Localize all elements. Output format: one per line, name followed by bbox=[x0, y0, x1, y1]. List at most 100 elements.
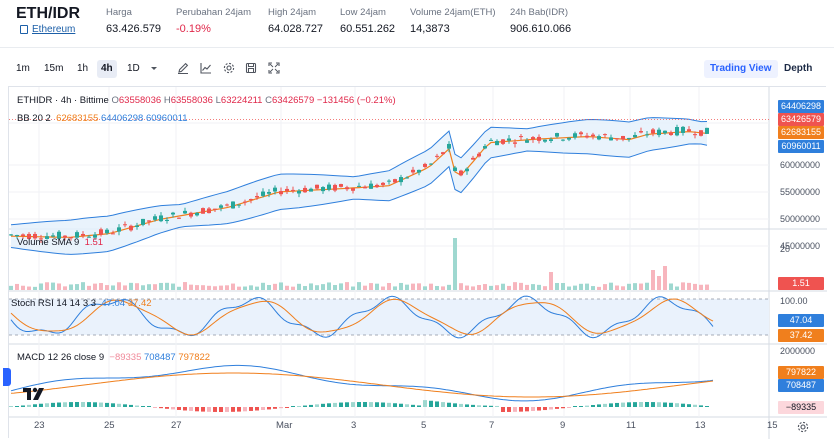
volume-bar bbox=[183, 282, 187, 290]
time-tick: 23 bbox=[34, 420, 45, 431]
price-tick: 50000000 bbox=[780, 214, 821, 224]
stat-label: 24h Bab(IDR) bbox=[510, 7, 569, 18]
candle-body bbox=[387, 180, 391, 182]
ohlc-high: 63558036 bbox=[170, 95, 213, 106]
asset-link[interactable]: Ethereum bbox=[20, 24, 75, 35]
stat-value: 14,3873 bbox=[410, 23, 450, 35]
volume-bar bbox=[387, 283, 391, 290]
volume-bar bbox=[243, 286, 247, 290]
tradingview-logo bbox=[21, 383, 47, 403]
candle-body bbox=[279, 191, 283, 195]
volume-bar bbox=[153, 284, 157, 290]
macd-hist-bar bbox=[207, 407, 211, 412]
candle-body bbox=[597, 136, 601, 140]
macd-tag: 708487 bbox=[778, 379, 824, 392]
macd-hist-bar bbox=[81, 402, 85, 407]
chevron-down-icon[interactable] bbox=[147, 61, 161, 75]
timeframe-1m[interactable]: 1m bbox=[16, 63, 30, 74]
volume-bar bbox=[429, 283, 433, 290]
macd-hist-bar bbox=[675, 403, 679, 407]
candle-body bbox=[93, 234, 97, 238]
macd-hist-bar bbox=[441, 402, 445, 407]
candle-body bbox=[339, 184, 343, 187]
candle-body bbox=[363, 186, 367, 189]
candle-body bbox=[501, 139, 505, 144]
macd-hist-bar bbox=[531, 407, 535, 411]
macd-hist-bar bbox=[183, 407, 187, 411]
macd-hist-bar bbox=[27, 404, 31, 407]
macd-hist-bar bbox=[177, 407, 181, 410]
candle-body bbox=[693, 134, 697, 136]
candle-body bbox=[633, 134, 637, 138]
volume-bar bbox=[39, 283, 43, 290]
volume-bar bbox=[195, 285, 199, 290]
volume-bar bbox=[273, 283, 277, 290]
macd-hist-bar bbox=[471, 404, 475, 407]
stoch-d-line bbox=[10, 298, 714, 336]
volume-bar bbox=[441, 286, 445, 290]
stat-label: Volume 24jam(ETH) bbox=[410, 7, 496, 18]
volume-bar bbox=[129, 282, 133, 290]
chart-container[interactable]: ETHIDR · 4h · Bittime O63558036 H6355803… bbox=[3, 86, 827, 439]
candle-body bbox=[507, 138, 511, 141]
volume-bar bbox=[351, 286, 355, 290]
timeframe-4h[interactable]: 4h bbox=[97, 60, 117, 78]
candle-body bbox=[357, 185, 361, 187]
timeframe-1h[interactable]: 1h bbox=[77, 63, 89, 74]
macd-hist-bar bbox=[99, 402, 103, 407]
settings-gear-icon[interactable] bbox=[796, 420, 810, 434]
stat-value: 64.028.727 bbox=[268, 23, 324, 35]
macd-hist-bar bbox=[423, 400, 427, 407]
volume-bar bbox=[249, 285, 253, 290]
macd-hist-bar bbox=[573, 406, 577, 407]
candle-body bbox=[309, 188, 313, 192]
macd-hist-bar bbox=[309, 404, 313, 407]
volume-bar bbox=[465, 285, 469, 290]
volume-bar bbox=[321, 284, 325, 290]
indicator-icon[interactable] bbox=[199, 61, 213, 75]
volume-bar bbox=[117, 282, 121, 290]
macd-hist-bar bbox=[69, 402, 73, 407]
macd-hist-bar bbox=[339, 402, 343, 407]
candle-body bbox=[243, 201, 247, 203]
macd-hist-bar bbox=[243, 407, 247, 412]
volume-bar bbox=[171, 283, 175, 290]
volume-bar bbox=[579, 283, 583, 290]
timeframe-1d[interactable]: 1D bbox=[127, 63, 140, 74]
asset-name[interactable]: Ethereum bbox=[32, 24, 76, 35]
macd-hist-bar bbox=[15, 406, 19, 407]
candle-body bbox=[555, 133, 559, 137]
chart-canvas[interactable] bbox=[9, 87, 827, 439]
volume-bar bbox=[543, 286, 547, 290]
bb-basis-tag: 62683155 bbox=[778, 126, 824, 139]
stat-value: 60.551.262 bbox=[340, 23, 396, 35]
ohlc-low: 63224211 bbox=[220, 95, 263, 106]
macd-hist-bar bbox=[393, 403, 397, 407]
macd-hist-bar bbox=[501, 407, 505, 412]
candle-body bbox=[219, 205, 223, 208]
fullscreen-icon[interactable] bbox=[267, 61, 281, 75]
volume-bar bbox=[45, 282, 49, 290]
document-icon bbox=[20, 25, 28, 34]
candle-body bbox=[405, 177, 409, 179]
volume-bar bbox=[225, 285, 229, 290]
candle-body bbox=[345, 187, 349, 190]
save-icon[interactable] bbox=[244, 61, 258, 75]
volume-bar bbox=[105, 285, 109, 290]
macd-hist-bar bbox=[669, 402, 673, 407]
pencil-icon[interactable] bbox=[176, 61, 190, 75]
gear-icon[interactable] bbox=[222, 61, 236, 75]
volume-bar bbox=[501, 283, 505, 290]
volume-bar bbox=[27, 286, 31, 290]
collapse-panel-tab[interactable] bbox=[3, 368, 11, 386]
trading-view-tab[interactable]: Trading View bbox=[704, 60, 778, 78]
depth-tab[interactable]: Depth bbox=[784, 63, 813, 74]
volume-bar bbox=[597, 286, 601, 290]
timeframe-15m[interactable]: 15m bbox=[44, 63, 64, 74]
volume-bar bbox=[189, 284, 193, 290]
candle-body bbox=[57, 231, 61, 239]
candle-body bbox=[33, 233, 37, 239]
candle-body bbox=[75, 232, 79, 238]
volume-bar bbox=[333, 285, 337, 290]
candle-body bbox=[381, 182, 385, 185]
